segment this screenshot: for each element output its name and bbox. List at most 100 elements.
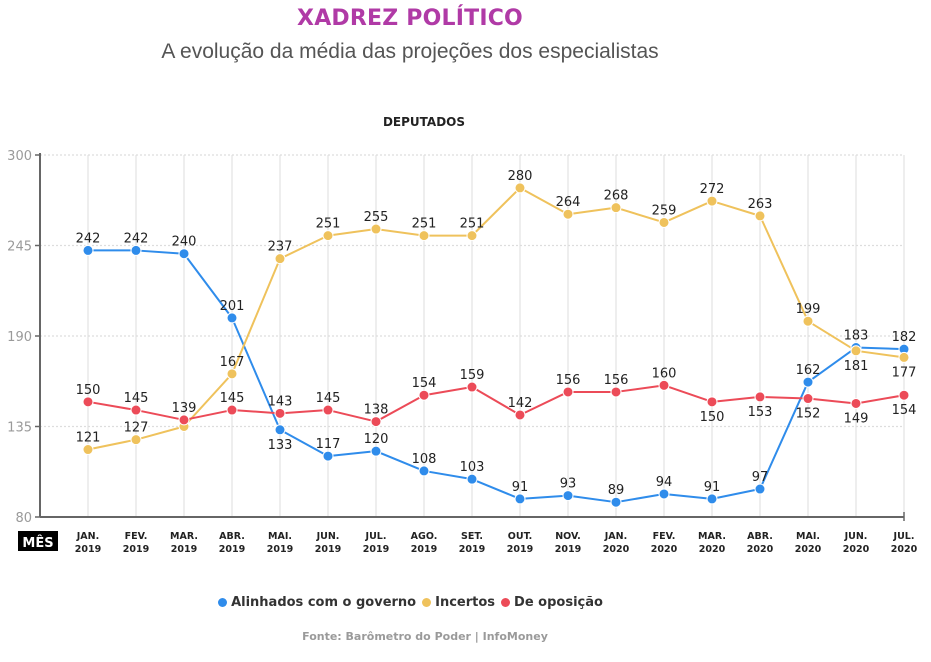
x-tick-month: ABR. — [747, 531, 773, 542]
data-point — [418, 465, 430, 477]
data-label: 91 — [704, 480, 721, 495]
data-label: 280 — [508, 169, 533, 184]
x-tick-month: JUL. — [365, 531, 387, 542]
x-tick-month: MAR. — [698, 531, 726, 542]
data-point — [466, 473, 478, 485]
data-point — [226, 368, 238, 380]
data-point — [130, 404, 142, 416]
legend-dot-icon — [218, 598, 228, 607]
x-tick-year: 2020 — [699, 544, 726, 555]
data-label: 237 — [268, 240, 293, 255]
data-label: 156 — [604, 373, 629, 388]
data-label: 242 — [76, 231, 101, 246]
x-tick-year: 2020 — [891, 544, 918, 555]
x-tick-year: 2020 — [747, 544, 774, 555]
data-point — [274, 424, 286, 436]
data-label: 154 — [892, 403, 917, 418]
data-point — [226, 312, 238, 324]
data-point — [850, 397, 862, 409]
x-tick-year: 2019 — [267, 544, 293, 555]
x-tick-year: 2019 — [123, 544, 149, 555]
data-point — [274, 407, 286, 419]
data-point — [178, 248, 190, 260]
data-point — [514, 493, 526, 505]
data-label: 251 — [316, 217, 341, 232]
data-label: 201 — [220, 299, 245, 314]
data-point — [658, 216, 670, 228]
data-label: 240 — [172, 235, 197, 250]
data-label: 152 — [796, 407, 821, 422]
data-label: 167 — [220, 355, 245, 370]
x-tick-year: 2020 — [795, 544, 822, 555]
line-chart: 80 135 190 245 300 242 242 240 201 133 117 120 108 1… — [7, 149, 918, 555]
legend-item-oposicao: De oposição — [501, 595, 603, 610]
x-tick-month: SET. — [461, 531, 483, 542]
data-label: 272 — [700, 182, 725, 197]
x-tick-month: NOV. — [555, 531, 581, 542]
x-tick-month: JUN. — [316, 531, 340, 542]
data-label: 145 — [124, 391, 149, 406]
x-tick-month: MAI. — [268, 531, 292, 542]
data-point — [82, 396, 94, 408]
data-label: 143 — [268, 394, 293, 409]
data-point — [466, 381, 478, 393]
data-point — [178, 414, 190, 426]
data-label: 159 — [460, 368, 485, 383]
data-point — [418, 230, 430, 242]
data-point — [130, 244, 142, 256]
x-tick-year: 2019 — [459, 544, 485, 555]
data-label: 145 — [316, 391, 341, 406]
data-label: 264 — [556, 195, 581, 210]
data-point — [322, 404, 334, 416]
x-tick-month: FEV. — [125, 531, 148, 542]
data-label: 268 — [604, 189, 629, 204]
x-tick-month: MAI. — [796, 531, 820, 542]
y-tick-label: 300 — [7, 149, 32, 164]
data-point — [898, 351, 910, 363]
data-label: 181 — [844, 359, 869, 374]
data-label: 154 — [412, 376, 437, 391]
x-axis-title: MÊS — [22, 535, 53, 551]
x-tick-month: JUL. — [893, 531, 915, 542]
x-tick-month: FEV. — [653, 531, 676, 542]
data-point — [274, 253, 286, 265]
data-point — [850, 345, 862, 357]
x-axis-title-box — [18, 531, 58, 551]
data-point — [82, 444, 94, 456]
data-point — [802, 315, 814, 327]
data-point — [322, 230, 334, 242]
data-label: 138 — [364, 403, 389, 418]
data-point — [82, 244, 94, 256]
series-line-1 — [87, 186, 905, 451]
x-tick-month: AGO. — [411, 531, 438, 542]
data-point — [706, 396, 718, 408]
data-label: 251 — [460, 217, 485, 232]
data-label: 120 — [364, 432, 389, 447]
data-label: 255 — [364, 210, 389, 225]
x-tick-year: 2019 — [219, 544, 245, 555]
data-point — [706, 493, 718, 505]
x-tick-month: ABR. — [219, 531, 245, 542]
x-tick-year: 2019 — [507, 544, 533, 555]
legend-dot-icon — [501, 598, 511, 607]
data-label: 153 — [748, 405, 773, 420]
data-label: 199 — [796, 302, 821, 317]
x-tick-year: 2019 — [363, 544, 389, 555]
data-label: 182 — [892, 330, 917, 345]
data-point — [610, 496, 622, 508]
data-label: 108 — [412, 452, 437, 467]
data-labels: 242 242 240 201 133 117 120 108 103 91 93 89 94 91 97 1… — [76, 169, 917, 498]
x-tick-month: MAR. — [170, 531, 198, 542]
data-point — [562, 490, 574, 502]
data-label: 150 — [700, 410, 725, 425]
data-label: 242 — [124, 231, 149, 246]
data-label: 183 — [844, 329, 869, 344]
data-label: 127 — [124, 421, 149, 436]
x-tick-year: 2020 — [651, 544, 678, 555]
chart-subtitle: A evolução da média das projeções dos es… — [161, 40, 659, 63]
data-label: 156 — [556, 373, 581, 388]
data-label: 91 — [512, 480, 529, 495]
data-label: 117 — [316, 437, 341, 452]
x-tick-year: 2019 — [75, 544, 101, 555]
data-point — [610, 202, 622, 214]
